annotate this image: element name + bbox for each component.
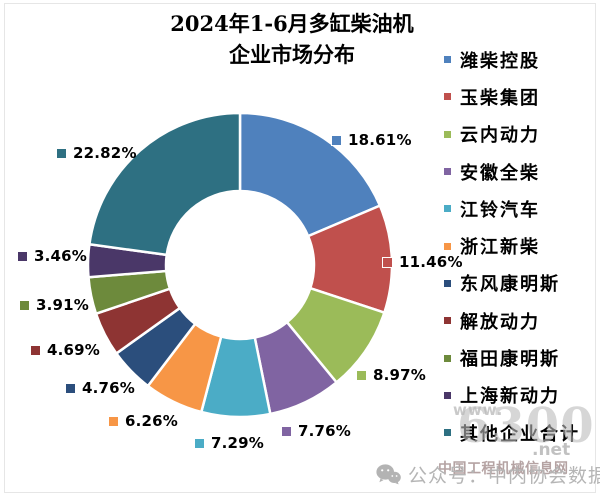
- legend-label-weichai: 潍柴控股: [460, 50, 540, 72]
- legend-marker-quanchai: [444, 168, 451, 176]
- slice-label-marker-fotoncummins: [20, 300, 29, 310]
- legend-item-xinchai: 浙江新柴: [444, 227, 580, 264]
- legend-item-yuchai: 玉柴集团: [444, 78, 580, 115]
- slice-label-text-yunnei: 8.97%: [373, 366, 427, 384]
- legend-marker-weichai: [444, 56, 451, 64]
- legend-marker-yuchai: [444, 93, 451, 101]
- legend-item-weichai: 潍柴控股: [444, 41, 580, 78]
- slice-label-text-dfcummins: 4.76%: [82, 379, 136, 397]
- legend-label-others: 其他企业合计: [460, 423, 580, 445]
- legend-marker-dfcummins: [444, 279, 451, 287]
- slice-label-text-weichai: 18.61%: [348, 131, 412, 149]
- slice-label-text-jmc: 7.29%: [211, 434, 265, 452]
- legend-item-fotoncummins: 福田康明斯: [444, 339, 580, 376]
- legend-marker-yunnei: [444, 130, 451, 138]
- slice-label-jiefang: 4.69%: [31, 341, 100, 359]
- slice-label-marker-quanchai: [282, 426, 291, 436]
- legend-marker-jmc: [444, 205, 451, 213]
- slice-label-marker-jiefang: [31, 345, 40, 355]
- legend-item-jmc: 江铃汽车: [444, 190, 580, 227]
- slice-label-dfcummins: 4.76%: [66, 379, 135, 397]
- legend-label-xinchai: 浙江新柴: [460, 237, 540, 259]
- slice-label-marker-weichai: [332, 135, 341, 145]
- slice-label-yunnei: 8.97%: [357, 366, 426, 384]
- legend-label-fotoncummins: 福田康明斯: [460, 349, 560, 371]
- slice-label-marker-yunnei: [357, 370, 366, 380]
- legend-item-quanchai: 安徽全柴: [444, 153, 580, 190]
- legend-marker-others: [444, 429, 451, 437]
- legend-label-jiefang: 解放动力: [460, 311, 540, 333]
- pie-slice-others: [88, 111, 242, 257]
- slice-label-xinchai: 6.26%: [109, 412, 178, 430]
- legend-marker-fotoncummins: [444, 354, 451, 362]
- slice-label-quanchai: 7.76%: [282, 422, 351, 440]
- slice-label-yuchai: 11.46%: [383, 253, 463, 271]
- slice-label-marker-dfcummins: [66, 383, 75, 393]
- slice-label-marker-sdec: [18, 251, 27, 261]
- legend-marker-xinchai: [444, 242, 451, 250]
- legend-item-sdec: 上海新动力: [444, 377, 580, 414]
- slice-label-fotoncummins: 3.91%: [20, 296, 89, 314]
- chart-legend: 潍柴控股玉柴集团云内动力安徽全柴江铃汽车浙江新柴东风康明斯解放动力福田康明斯上海…: [444, 41, 580, 451]
- slice-label-weichai: 18.61%: [332, 131, 412, 149]
- chart-title: 2024年1-6月多缸柴油机 企业市场分布: [42, 8, 542, 70]
- legend-item-dfcummins: 东风康明斯: [444, 265, 580, 302]
- legend-label-jmc: 江铃汽车: [460, 199, 540, 221]
- legend-marker-sdec: [444, 391, 451, 399]
- slice-label-text-jiefang: 4.69%: [47, 341, 101, 359]
- legend-label-sdec: 上海新动力: [460, 386, 560, 408]
- slice-label-marker-jmc: [195, 438, 204, 448]
- slice-label-marker-xinchai: [109, 416, 118, 426]
- slice-label-text-quanchai: 7.76%: [298, 422, 352, 440]
- legend-label-yuchai: 玉柴集团: [460, 87, 540, 109]
- pie-slice-weichai: [238, 111, 382, 238]
- slice-label-text-others: 22.82%: [73, 144, 137, 162]
- slice-label-jmc: 7.29%: [195, 434, 264, 452]
- legend-item-jiefang: 解放动力: [444, 302, 580, 339]
- slice-label-text-yuchai: 11.46%: [399, 253, 463, 271]
- legend-label-quanchai: 安徽全柴: [460, 162, 540, 184]
- chart-title-line2: 企业市场分布: [229, 42, 355, 67]
- legend-label-dfcummins: 东风康明斯: [460, 274, 560, 296]
- slice-label-text-fotoncummins: 3.91%: [36, 296, 90, 314]
- legend-item-others: 其他企业合计: [444, 414, 580, 451]
- footer-wechat-text: 公众号：中内协会数据: [408, 465, 600, 487]
- slice-label-text-xinchai: 6.26%: [125, 412, 179, 430]
- slice-label-others: 22.82%: [57, 144, 137, 162]
- slice-label-text-sdec: 3.46%: [34, 247, 88, 265]
- slice-label-marker-others: [57, 148, 66, 158]
- legend-label-yunnei: 云内动力: [460, 125, 540, 147]
- chart-title-line1: 2024年1-6月多缸柴油机: [170, 11, 414, 36]
- legend-item-yunnei: 云内动力: [444, 116, 580, 153]
- slice-label-sdec: 3.46%: [18, 247, 87, 265]
- footer-wechat: 公众号：中内协会数据: [376, 461, 600, 488]
- slice-label-marker-yuchai: [383, 257, 392, 267]
- legend-marker-jiefang: [444, 317, 451, 325]
- wechat-icon: [376, 464, 401, 485]
